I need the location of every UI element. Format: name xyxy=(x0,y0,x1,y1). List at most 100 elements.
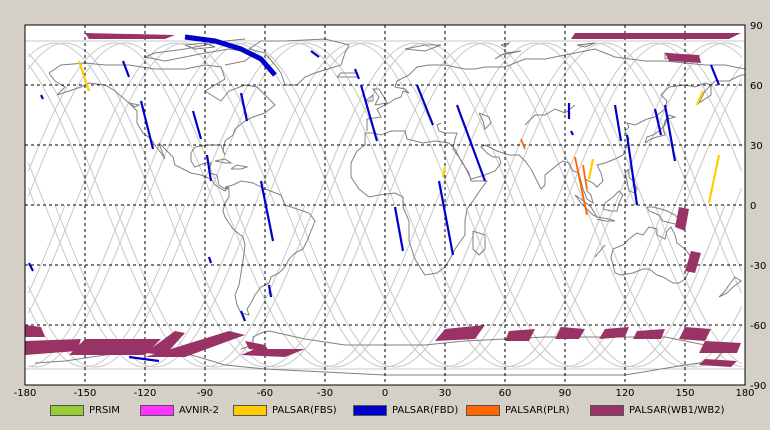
fbd-strip xyxy=(207,256,213,264)
plr-strip xyxy=(582,164,588,190)
coastline xyxy=(128,102,141,108)
wb-swath xyxy=(145,331,245,357)
grid-lines xyxy=(25,25,745,385)
x-tick-labels: -180 -150 -120 -90 -60 -30 0 30 60 90 120 150 180 xyxy=(14,388,755,399)
coastline xyxy=(364,94,374,102)
coastline xyxy=(184,42,216,50)
coastline xyxy=(574,194,599,219)
coastline xyxy=(524,104,576,126)
fbd-strip xyxy=(28,262,34,272)
x-tick-label: -120 xyxy=(134,388,157,399)
orbit-track xyxy=(27,42,743,368)
x-tick-label: -90 xyxy=(197,388,213,399)
coastline xyxy=(594,244,606,258)
fbd-strip xyxy=(613,104,623,142)
coastline xyxy=(644,114,677,144)
fbs-strip xyxy=(707,154,721,204)
fbs-strip xyxy=(587,158,595,180)
coastline xyxy=(350,130,488,276)
coastline xyxy=(436,74,745,205)
x-tick-label: 180 xyxy=(735,388,754,399)
x-tick-label: -150 xyxy=(74,388,97,399)
plr-strip xyxy=(520,138,526,150)
x-tick-label: 90 xyxy=(559,388,572,399)
wb-swath xyxy=(675,207,689,231)
fbd-strip xyxy=(353,68,361,80)
wb-swath xyxy=(145,331,185,355)
fbd-strip xyxy=(310,50,320,58)
y-tick-label: -90 xyxy=(750,381,766,392)
legend-label: AVNIR-2 xyxy=(179,404,219,416)
coastline xyxy=(230,164,249,170)
plr-strip xyxy=(574,156,588,216)
observation-strips xyxy=(25,33,741,367)
fbd-strip xyxy=(437,180,455,256)
coastline xyxy=(48,62,276,192)
legend-label: PALSAR(PLR) xyxy=(505,404,570,416)
coastline xyxy=(494,50,522,60)
fbd-strip xyxy=(455,104,487,182)
coverage-map: -180 -150 -120 -90 -60 -30 0 30 60 90 120 150 180 90… xyxy=(14,21,767,399)
fbd-strip xyxy=(191,110,203,140)
orbit-track xyxy=(27,42,743,368)
legend-item: PALSAR(WB1/WB2) xyxy=(590,403,725,417)
legend-swatch xyxy=(466,404,500,416)
orbit-track xyxy=(27,42,743,368)
orbit-track xyxy=(27,42,743,368)
fbs-strip xyxy=(77,60,91,92)
wb-swath xyxy=(245,341,269,351)
wb-swath xyxy=(665,53,701,63)
x-tick-label: 120 xyxy=(615,388,634,399)
coastline xyxy=(366,48,746,131)
fbd-strip xyxy=(239,310,247,322)
wb-swath xyxy=(69,339,161,355)
coastline xyxy=(596,216,616,222)
fbd-strip xyxy=(570,130,574,136)
fbd-strip xyxy=(128,355,160,363)
legend-swatch xyxy=(233,404,267,416)
coastline xyxy=(372,88,388,106)
coastline xyxy=(214,158,233,164)
x-tick-label: -60 xyxy=(257,388,273,399)
fbd-strip xyxy=(259,180,275,242)
wb-swath xyxy=(241,349,305,357)
x-tick-label: 0 xyxy=(382,388,388,399)
legend-label: PALSAR(FBS) xyxy=(272,404,337,416)
legend: PRSIM AVNIR-2 PALSAR(FBS) PALSAR(FBD) PALSAR… xyxy=(0,400,770,420)
coastline xyxy=(602,190,624,212)
plot-frame xyxy=(24,24,746,386)
fbd-strip xyxy=(415,84,435,126)
y-tick-label: 60 xyxy=(750,81,763,92)
wb-swath xyxy=(699,359,737,367)
fbs-strip xyxy=(441,166,447,178)
wb-swath xyxy=(599,327,629,339)
coastline xyxy=(718,276,742,298)
fbd-strip xyxy=(709,64,721,86)
legend-label: PRSIM xyxy=(89,404,120,416)
fbd-strip xyxy=(625,134,639,206)
fbd-strip xyxy=(267,284,273,298)
y-tick-label: 90 xyxy=(750,21,763,32)
coastline xyxy=(222,180,316,316)
legend-item: PALSAR(FBS) xyxy=(233,403,337,417)
legend-item: PRSIM xyxy=(50,403,120,417)
fbs-strip xyxy=(695,90,705,106)
coastline xyxy=(404,44,442,52)
x-tick-label: -30 xyxy=(317,388,333,399)
fbd-strip xyxy=(205,154,213,182)
y-tick-labels: 90 60 30 0 -30 -60 -90 xyxy=(750,21,766,392)
fbd-strip xyxy=(663,104,677,162)
x-tick-label: 150 xyxy=(675,388,694,399)
orbit-track xyxy=(27,42,743,368)
fbd-strip xyxy=(653,108,663,136)
wb-swath xyxy=(571,33,741,39)
legend-item: AVNIR-2 xyxy=(140,403,219,417)
wb-swath xyxy=(633,329,665,339)
fbd-strip xyxy=(239,92,249,122)
fbd-strip xyxy=(121,60,131,78)
coastline xyxy=(472,230,486,256)
coastline xyxy=(576,42,596,48)
legend-label: PALSAR(WB1/WB2) xyxy=(629,404,725,416)
legend-swatch xyxy=(50,404,84,416)
legend-item: PALSAR(FBD) xyxy=(353,403,458,417)
